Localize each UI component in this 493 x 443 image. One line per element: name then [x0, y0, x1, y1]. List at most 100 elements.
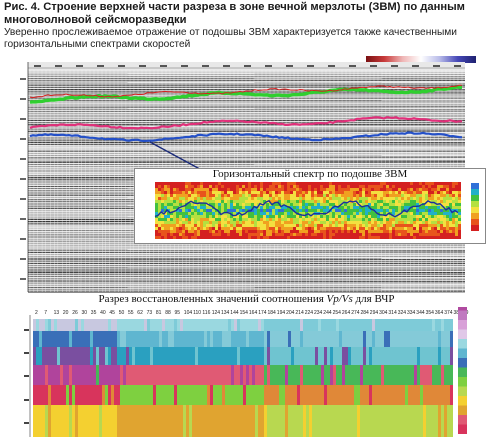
spectrum-cell: [272, 224, 275, 227]
spectrum-cell: [194, 188, 197, 191]
vpvs-cell: [48, 365, 51, 385]
vpvs-cell: [312, 405, 315, 437]
spectrum-cell: [377, 182, 380, 185]
vpvs-cell: [282, 347, 285, 365]
vpvs-cell: [390, 319, 393, 331]
vpvs-cell: [144, 347, 147, 365]
spectrum-cell: [170, 209, 173, 212]
spectrum-cell: [389, 185, 392, 188]
vpvs-cell: [294, 347, 297, 365]
vpvs-cell: [342, 347, 345, 365]
vpvs-cell: [189, 331, 192, 347]
spectrum-cell: [155, 236, 158, 239]
spectrum-cell: [254, 185, 257, 188]
spectrum-cell: [365, 215, 368, 218]
spectrum-cell: [401, 209, 404, 212]
spectrum-cell: [302, 227, 305, 230]
spectrum-cell: [230, 191, 233, 194]
spectrum-cell: [200, 206, 203, 209]
vpvs-cell: [54, 365, 57, 385]
spectrum-cell: [401, 233, 404, 236]
spectrum-cell: [254, 182, 257, 185]
vpvs-cell: [225, 385, 228, 405]
vpvs-cell: [348, 385, 351, 405]
spectrum-cell: [233, 227, 236, 230]
spectrum-cell: [200, 218, 203, 221]
spectrum-cell: [293, 221, 296, 224]
spectrum-cell: [224, 221, 227, 224]
spectrum-cell: [395, 236, 398, 239]
spectrum-cell: [380, 197, 383, 200]
spectrum-cell: [329, 185, 332, 188]
spectrum-cell: [446, 203, 449, 206]
spectrum-cell: [218, 182, 221, 185]
vpvs-cell: [105, 385, 108, 405]
spectrum-cell: [161, 227, 164, 230]
spectrum-cell: [299, 206, 302, 209]
vpvs-trace-label: 45: [109, 310, 115, 316]
spectrum-cell: [278, 200, 281, 203]
spectrum-cell: [203, 233, 206, 236]
spectrum-cell: [308, 200, 311, 203]
vpvs-cell: [330, 347, 333, 365]
vpvs-cell: [315, 319, 318, 331]
vpvs-cell: [363, 385, 366, 405]
vpvs-cell: [243, 347, 246, 365]
spectrum-cell: [275, 185, 278, 188]
spectrum-cell: [449, 191, 452, 194]
spectrum-cell: [380, 224, 383, 227]
spectrum-cell: [404, 236, 407, 239]
vpvs-cell: [246, 347, 249, 365]
vpvs-cell: [444, 347, 447, 365]
spectrum-cell: [209, 188, 212, 191]
spectrum-cell: [362, 215, 365, 218]
vpvs-cell: [366, 365, 369, 385]
spectrum-cell: [179, 221, 182, 224]
vpvs-cell: [126, 385, 129, 405]
vpvs-trace-label: 73: [147, 310, 153, 316]
spectrum-cell: [302, 194, 305, 197]
spectrum-cell: [212, 236, 215, 239]
vpvs-cell: [285, 347, 288, 365]
vpvs-cell: [426, 319, 429, 331]
vpvs-cell: [81, 347, 84, 365]
spectrum-cell: [194, 221, 197, 224]
vpvs-trace-label: 40: [100, 310, 106, 316]
spectrum-cell: [233, 194, 236, 197]
spectrum-cell: [377, 188, 380, 191]
spectrum-cell: [227, 203, 230, 206]
spectrum-cell: [272, 233, 275, 236]
spectrum-cell: [425, 227, 428, 230]
vpvs-cell: [414, 347, 417, 365]
vpvs-cell: [117, 319, 120, 331]
spectrum-cell: [398, 203, 401, 206]
vpvs-cell: [279, 365, 282, 385]
spectrum-cell: [239, 218, 242, 221]
vpvs-trace-labels: 2 7 13 20 26 30 35 40 45 50 55 62 73 81 88 95 104 110 116 1…: [35, 310, 469, 316]
vpvs-cell: [51, 405, 54, 437]
spectrum-cell: [398, 188, 401, 191]
spectrum-cell: [419, 182, 422, 185]
spectrum-cell: [185, 233, 188, 236]
spectrum-cell: [398, 197, 401, 200]
vpvs-cell: [90, 405, 93, 437]
vpvs-cell: [315, 331, 318, 347]
spectrum-cell: [440, 194, 443, 197]
vpvs-cell: [48, 319, 51, 331]
spectrum-cell: [194, 194, 197, 197]
vpvs-cell: [375, 405, 378, 437]
vpvs-cell: [201, 385, 204, 405]
spectrum-cell: [203, 215, 206, 218]
vpvs-cell: [132, 365, 135, 385]
spectrum-cell: [215, 185, 218, 188]
spectrum-cell: [323, 227, 326, 230]
spectrum-cell: [257, 215, 260, 218]
spectrum-cell: [368, 182, 371, 185]
spectrum-cell: [386, 182, 389, 185]
spectrum-cell: [236, 203, 239, 206]
spectrum-cell: [383, 191, 386, 194]
spectrum-cell: [182, 209, 185, 212]
vpvs-cell: [78, 331, 81, 347]
vpvs-cell: [216, 365, 219, 385]
spectrum-cell: [311, 206, 314, 209]
